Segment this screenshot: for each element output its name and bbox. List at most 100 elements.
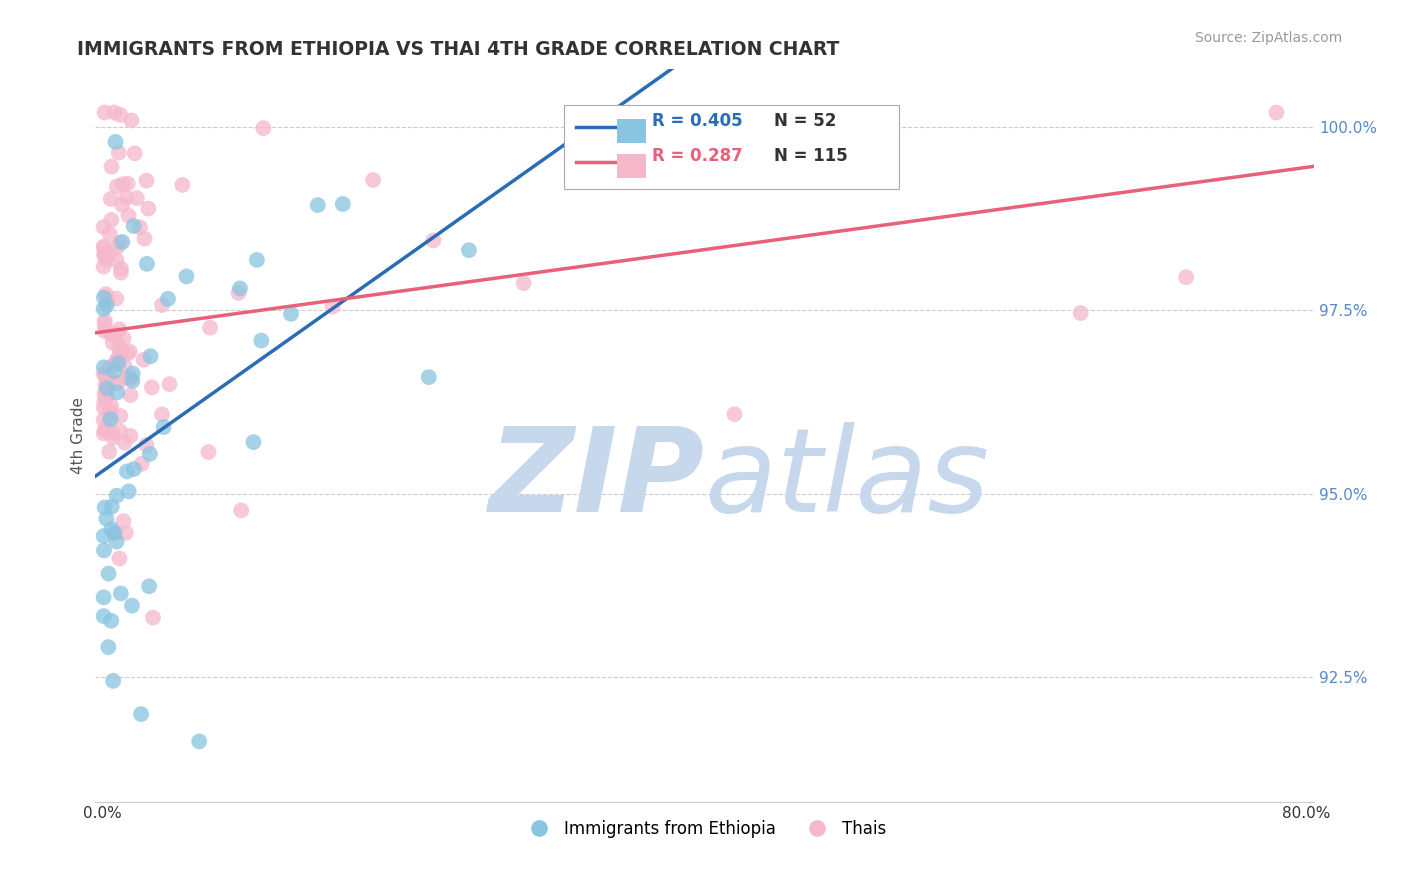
Point xyxy=(93,413,115,427)
Point xyxy=(139,349,162,363)
Point xyxy=(110,261,132,276)
Point xyxy=(93,367,115,381)
Point xyxy=(512,276,534,290)
Point xyxy=(723,407,745,421)
Point xyxy=(100,192,122,206)
Point xyxy=(100,212,122,227)
Point xyxy=(96,511,118,525)
Point xyxy=(107,376,129,390)
Point xyxy=(98,360,121,375)
Point xyxy=(322,300,344,314)
Point xyxy=(93,324,115,338)
Point xyxy=(104,525,127,540)
Point xyxy=(422,234,444,248)
Point xyxy=(97,417,120,431)
Point xyxy=(156,292,179,306)
Text: IMMIGRANTS FROM ETHIOPIA VS THAI 4TH GRADE CORRELATION CHART: IMMIGRANTS FROM ETHIOPIA VS THAI 4TH GRA… xyxy=(77,40,839,59)
Point xyxy=(117,484,139,499)
Point xyxy=(93,609,115,624)
Point xyxy=(132,352,155,367)
Point xyxy=(107,145,129,160)
Point xyxy=(198,320,221,334)
Point xyxy=(98,227,121,241)
Point xyxy=(93,241,115,255)
Point xyxy=(94,287,117,301)
Point xyxy=(100,614,122,628)
Point xyxy=(111,198,134,212)
Point xyxy=(1175,270,1198,285)
Point xyxy=(332,197,354,211)
Point xyxy=(1340,105,1362,120)
Point xyxy=(100,404,122,418)
Point xyxy=(617,105,640,120)
Point xyxy=(94,368,117,382)
Text: atlas: atlas xyxy=(704,422,990,536)
Point xyxy=(152,420,174,434)
Point xyxy=(117,370,139,384)
Point xyxy=(105,385,128,400)
Point xyxy=(228,285,250,300)
Text: N = 52: N = 52 xyxy=(773,112,837,130)
Point xyxy=(94,314,117,328)
Point xyxy=(103,525,125,540)
Point xyxy=(93,543,115,558)
Point xyxy=(93,394,115,409)
Point xyxy=(93,360,115,375)
Point xyxy=(96,388,118,402)
Point xyxy=(93,239,115,253)
Point xyxy=(105,292,128,306)
Point xyxy=(197,445,219,459)
Point xyxy=(112,514,135,528)
Point xyxy=(112,177,135,191)
Point xyxy=(108,235,131,250)
Point xyxy=(93,426,115,441)
Point xyxy=(242,435,264,450)
Point xyxy=(107,356,129,370)
Point xyxy=(117,346,139,360)
Point xyxy=(100,500,122,514)
Point xyxy=(110,409,132,423)
Point xyxy=(150,298,173,312)
Point xyxy=(307,198,329,212)
Text: R = 0.287: R = 0.287 xyxy=(652,147,742,166)
Text: N = 115: N = 115 xyxy=(773,147,848,166)
Point xyxy=(94,369,117,384)
Point xyxy=(110,343,132,358)
Point xyxy=(96,381,118,395)
Point xyxy=(103,105,125,120)
Point xyxy=(105,253,128,268)
Point xyxy=(93,500,115,515)
Point xyxy=(93,529,115,543)
Point xyxy=(129,220,152,235)
Point xyxy=(142,610,165,624)
Point xyxy=(98,247,121,261)
Point xyxy=(94,391,117,405)
Point xyxy=(172,178,194,192)
Legend: Immigrants from Ethiopia, Thais: Immigrants from Ethiopia, Thais xyxy=(516,814,893,845)
Point xyxy=(118,369,141,384)
Point xyxy=(93,591,115,605)
Point xyxy=(94,423,117,437)
Point xyxy=(97,405,120,419)
Point xyxy=(105,240,128,254)
Point xyxy=(135,438,157,452)
Point xyxy=(250,334,273,348)
Point xyxy=(101,431,124,445)
Point xyxy=(141,380,163,394)
Point xyxy=(246,252,269,267)
Point xyxy=(93,105,115,120)
Point xyxy=(105,179,128,194)
Point xyxy=(1070,306,1092,320)
Point xyxy=(117,177,139,191)
Point xyxy=(121,599,143,613)
Point xyxy=(93,220,115,235)
Point xyxy=(125,191,148,205)
Point xyxy=(844,117,866,131)
Point xyxy=(112,332,135,346)
Point xyxy=(122,219,145,233)
Point xyxy=(252,121,274,136)
Point xyxy=(93,301,115,316)
Y-axis label: 4th Grade: 4th Grade xyxy=(72,397,86,474)
Point xyxy=(135,257,157,271)
Point xyxy=(100,399,122,413)
